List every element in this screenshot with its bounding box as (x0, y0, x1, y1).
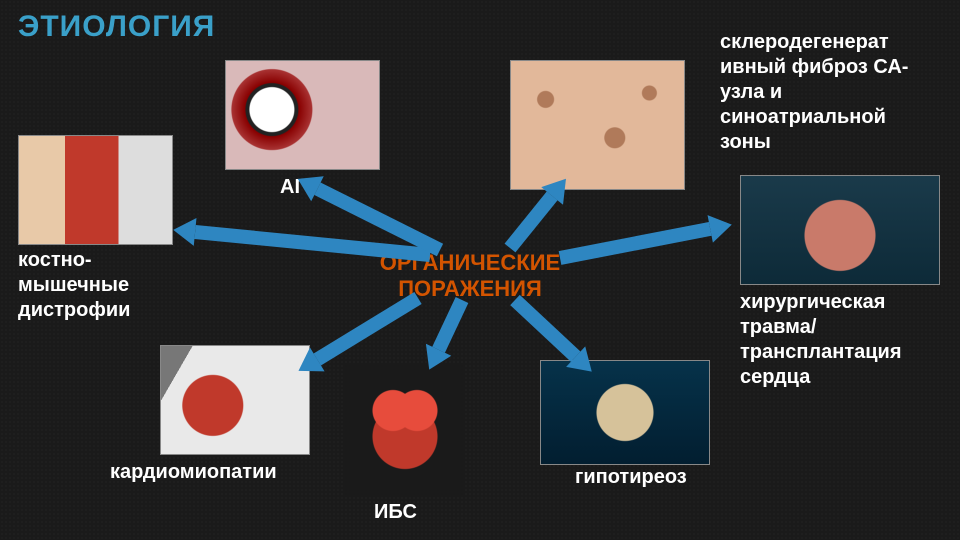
image-tissue (510, 60, 685, 190)
label-sclero: склеродегенерат ивный фиброз СА- узла и … (720, 30, 908, 155)
label-surgical: хирургическая травма/ трансплантация сер… (740, 290, 902, 390)
label-ibs: ИБС (374, 500, 417, 525)
image-surgery (740, 175, 940, 285)
label-cardiomyo: кардиомиопатии (110, 460, 277, 485)
label-musculo: костно- мышечные дистрофии (18, 248, 130, 323)
label-hypo: гипотиреоз (575, 465, 687, 490)
arrow-to-surgery (560, 225, 730, 258)
arrow-to-tissue (510, 180, 565, 248)
image-thyroid (540, 360, 710, 465)
image-heart (345, 365, 465, 495)
image-hammer (160, 345, 310, 455)
image-anatomy (18, 135, 173, 245)
image-gauge (225, 60, 380, 170)
arrow-to-ibs (430, 300, 462, 368)
slide-title: ЭТИОЛОГИЯ (18, 10, 215, 44)
arrow-to-cardiomyo (300, 298, 418, 370)
